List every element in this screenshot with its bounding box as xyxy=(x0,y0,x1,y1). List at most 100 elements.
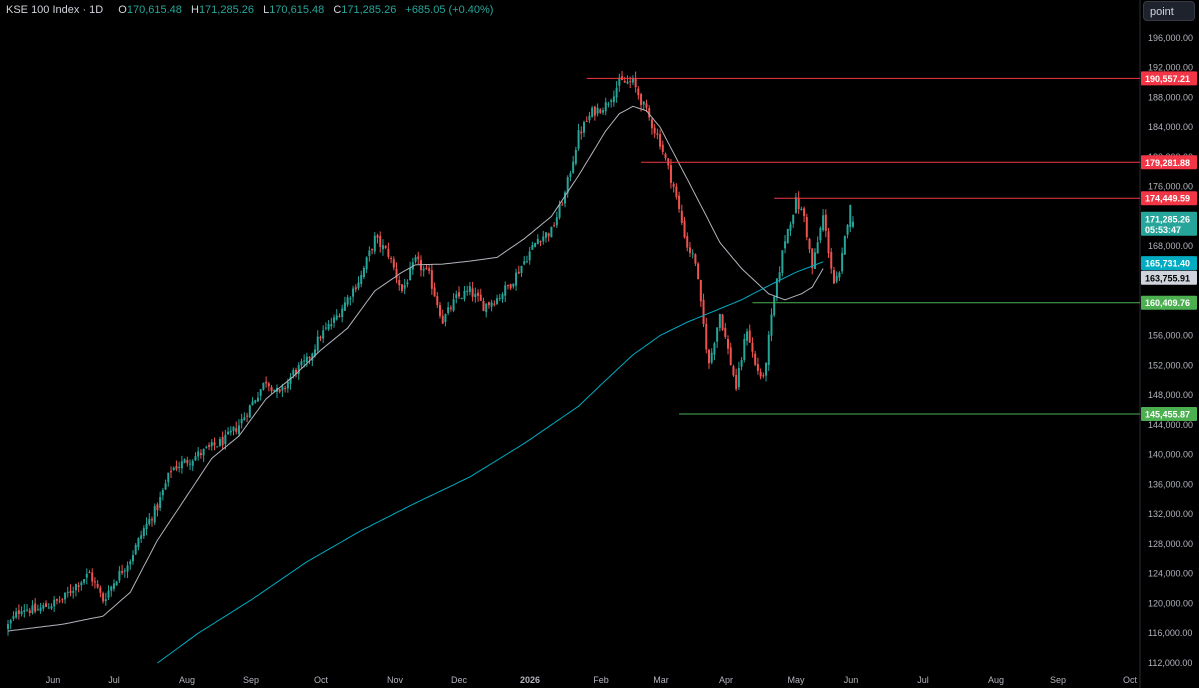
candle-body xyxy=(28,610,31,613)
candle-body xyxy=(235,428,238,432)
candle-body xyxy=(289,376,292,384)
candle-body xyxy=(31,605,34,614)
candle-body xyxy=(743,339,746,361)
candle-body xyxy=(365,257,368,270)
y-tick-label: 176,000.00 xyxy=(1148,182,1193,192)
candle-body xyxy=(267,383,270,387)
candle-body xyxy=(830,252,833,269)
candle-body xyxy=(131,555,134,562)
candle-body xyxy=(846,225,849,235)
candle-body xyxy=(599,109,602,113)
candle-body xyxy=(452,299,455,311)
candle-body xyxy=(509,284,512,289)
y-tick-label: 196,000.00 xyxy=(1148,33,1193,43)
symbol-title[interactable]: KSE 100 Index · 1D xyxy=(6,4,104,16)
candle-body xyxy=(471,288,474,297)
y-tick-label: 152,000.00 xyxy=(1148,360,1193,370)
ma_short-tag xyxy=(1141,270,1197,285)
candle-body xyxy=(409,267,412,281)
price-lines: 190,557.21 179,281.88 174,449.59 160,409.76… xyxy=(586,71,1197,422)
candle-body xyxy=(126,565,129,572)
candle-body xyxy=(189,463,192,465)
candle-body xyxy=(561,204,564,206)
candle-body xyxy=(824,214,827,231)
candle-body xyxy=(800,208,803,211)
chart-legend: KSE 100 Index · 1D O170,615.48 H171,285.… xyxy=(6,4,493,16)
candle-body xyxy=(53,599,56,607)
candle-body xyxy=(572,161,575,173)
candle-body xyxy=(683,220,686,238)
candle-body xyxy=(784,241,787,249)
candle-body xyxy=(50,606,53,609)
candle-body xyxy=(534,242,537,247)
candle-body xyxy=(392,259,395,268)
candle-body xyxy=(164,483,167,490)
candle-body xyxy=(563,192,566,204)
candle-body xyxy=(803,208,806,217)
price-tag-label: 190,557.21 xyxy=(1145,74,1190,84)
candle-body xyxy=(813,252,816,270)
candle-body xyxy=(218,439,221,447)
y-tick-label: 132,000.00 xyxy=(1148,509,1193,519)
candle-body xyxy=(664,153,667,159)
x-tick-label: Mar xyxy=(653,675,669,685)
candle-body xyxy=(697,263,700,280)
candle-body xyxy=(362,267,365,278)
candle-body xyxy=(297,365,300,375)
candle-body xyxy=(240,419,243,424)
candle-body xyxy=(680,210,683,223)
candle-body xyxy=(699,279,702,302)
candle-body xyxy=(121,571,124,573)
candle-body xyxy=(343,302,346,311)
candle-body xyxy=(422,268,425,271)
support-price-tag xyxy=(1141,295,1197,310)
price-unit-button[interactable]: point xyxy=(1143,1,1195,21)
support-price-tag xyxy=(1141,407,1197,422)
candle-body xyxy=(145,523,148,530)
candle-body xyxy=(444,314,447,323)
candle-body xyxy=(493,303,496,305)
candle-body xyxy=(447,307,450,313)
last-tag-label: 171,285.26 xyxy=(1145,214,1190,224)
candle-body xyxy=(439,305,442,316)
candle-body xyxy=(751,342,754,352)
candle-body xyxy=(735,374,738,390)
candle-body xyxy=(724,327,727,338)
candle-body xyxy=(26,609,29,611)
candle-body xyxy=(199,453,202,456)
candle-body xyxy=(566,177,569,193)
candle-body xyxy=(17,610,20,614)
candle-body xyxy=(112,583,115,589)
candle-body xyxy=(357,282,360,289)
candle-body xyxy=(767,334,770,365)
x-tick-label: Oct xyxy=(1123,675,1138,685)
candle-body xyxy=(756,364,759,371)
candle-body xyxy=(623,80,626,83)
candle-body xyxy=(23,610,26,612)
candle-body xyxy=(528,251,531,261)
candle-body xyxy=(737,367,740,388)
candle-body xyxy=(341,308,344,318)
x-tick-label: Nov xyxy=(387,675,404,685)
candle-body xyxy=(569,173,572,177)
candle-body xyxy=(520,265,523,274)
x-tick-label: Aug xyxy=(179,675,195,685)
candle-body xyxy=(553,225,556,227)
candle-body xyxy=(441,315,444,324)
candle-body xyxy=(618,77,621,86)
y-axis: 196,000.00 192,000.00 188,000.00 184,000.00… xyxy=(1148,33,1193,668)
candle-body xyxy=(466,290,469,292)
candle-body xyxy=(659,134,662,147)
close-value: 171,285.26 xyxy=(341,4,397,16)
candle-body xyxy=(373,235,376,252)
candle-body xyxy=(754,353,757,365)
candle-body xyxy=(468,286,471,292)
candle-body xyxy=(80,582,83,586)
candle-body xyxy=(74,584,77,591)
price-tag-label: 145,455.87 xyxy=(1145,410,1190,420)
candle-body xyxy=(248,405,251,418)
candle-body xyxy=(501,294,504,299)
candle-body xyxy=(626,81,629,84)
